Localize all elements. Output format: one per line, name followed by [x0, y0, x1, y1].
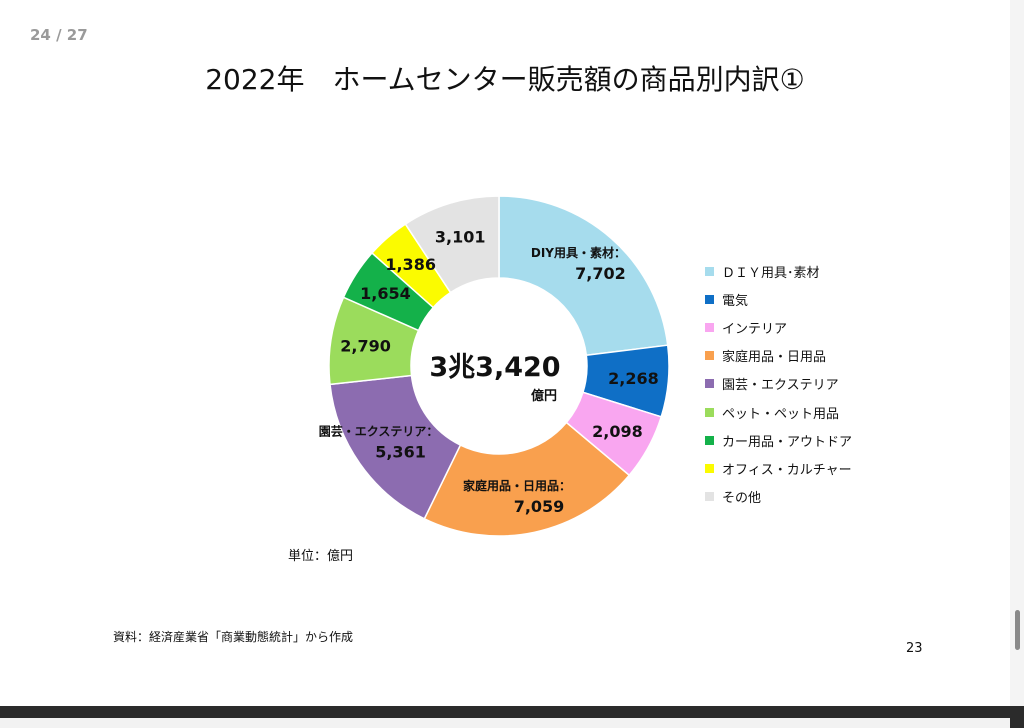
- slice-value-label-4: 7,059: [514, 497, 565, 516]
- unit-note: 単位：億円: [288, 549, 354, 564]
- legend-label: その他: [722, 491, 762, 507]
- legend-swatch: [705, 407, 714, 417]
- slice-name-label-1: DIY用具・素材：: [531, 245, 626, 260]
- legend-item: その他: [705, 483, 905, 511]
- legend-label: オフィス・カルチャー: [722, 462, 852, 478]
- slice-name-label-5: 園芸・エクステリア：: [319, 424, 439, 439]
- legend-item: オフィス・カルチャー: [705, 454, 905, 482]
- legend-label: 電気: [722, 293, 749, 309]
- legend-item: インテリア: [705, 313, 905, 341]
- slice-value-label-1: 7,702: [575, 264, 626, 283]
- legend-item: ペット・ペット用品: [705, 398, 905, 426]
- legend-swatch: [705, 379, 714, 389]
- slide-number: 23: [906, 641, 923, 656]
- chart-legend: ＤＩＹ用具･素材 電気インテリア家庭用品・日用品 園芸・エクステリア ペット・ペット用…: [705, 257, 905, 511]
- legend-swatch: [705, 266, 714, 276]
- scrollbar[interactable]: [1010, 0, 1024, 706]
- slice-value-label-7: 1,654: [360, 284, 411, 303]
- legend-item: ＤＩＹ用具･素材: [705, 257, 905, 285]
- slice-value-label-3: 2,098: [592, 422, 643, 441]
- source-note: 資料：経済産業省「商業動態統計」から作成: [113, 630, 354, 644]
- center-total-value: 3兆3,420: [429, 352, 560, 383]
- slice-value-label-9: 3,101: [435, 228, 486, 247]
- legend-swatch: [705, 435, 714, 445]
- legend-label: ＤＩＹ用具･素材: [722, 265, 820, 281]
- legend-item: 家庭用品・日用品: [705, 342, 905, 370]
- legend-item: 電気: [705, 285, 905, 313]
- legend-label: ペット・ペット用品: [722, 406, 840, 422]
- chart-slices: [328, 195, 670, 537]
- legend-label: インテリア: [722, 321, 788, 337]
- slide: 24 / 27 2022年 ホームセンター販売額の商品別内訳① DIY用具・素材…: [0, 0, 1010, 706]
- slice-name-label-4: 家庭用品・日用品：: [463, 478, 571, 493]
- slice-4: [423, 421, 631, 537]
- legend-swatch: [705, 351, 714, 361]
- next-slide-preview: [0, 718, 1010, 728]
- legend-label: 家庭用品・日用品: [722, 350, 827, 366]
- legend-swatch: [705, 492, 714, 502]
- donut-chart: DIY用具・素材： 7,702 2,268 2,098 家庭用品・日用品： 7,059 園芸…: [319, 195, 670, 537]
- slice-value-label-6: 2,790: [340, 336, 391, 355]
- legend-item: カー用品・アウトドア: [705, 426, 905, 454]
- legend-swatch: [705, 294, 714, 304]
- slice-value-label-2: 2,268: [608, 369, 659, 388]
- slice-1: [498, 195, 669, 357]
- legend-swatch: [705, 322, 714, 332]
- legend-label: 園芸・エクステリア: [722, 378, 839, 394]
- center-total-unit: 億円: [531, 388, 557, 404]
- slice-9: [404, 195, 500, 294]
- slice-value-label-8: 1,386: [385, 255, 436, 274]
- page-counter: 24 / 27: [30, 26, 88, 44]
- slice-value-label-5: 5,361: [375, 443, 426, 462]
- legend-label: カー用品・アウトドア: [722, 434, 853, 450]
- slide-title: 2022年 ホームセンター販売額の商品別内訳①: [205, 63, 805, 96]
- chart-labels: DIY用具・素材： 7,702 2,268 2,098 家庭用品・日用品： 7,059 園芸…: [319, 228, 659, 516]
- scrollbar-thumb[interactable]: [1015, 610, 1020, 650]
- legend-swatch: [705, 463, 714, 473]
- legend-item: 園芸・エクステリア: [705, 370, 905, 398]
